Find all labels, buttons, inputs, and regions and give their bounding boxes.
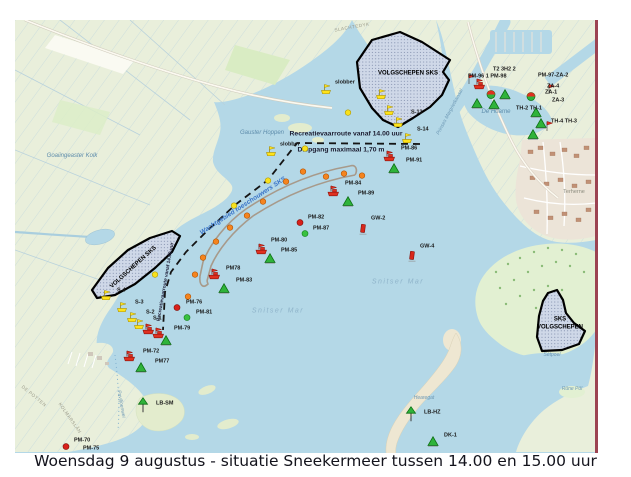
volgschepen-zones: [90, 30, 587, 353]
buildings: [88, 352, 109, 365]
marina-docks: [495, 32, 542, 52]
ferry-path: [114, 354, 120, 431]
green-field: [52, 100, 110, 135]
islet: [288, 123, 312, 133]
kolk-pond: [85, 228, 115, 246]
land-southeast-lower: [516, 338, 596, 452]
islet: [217, 418, 239, 430]
road: [24, 20, 333, 109]
land-west-polder: [15, 20, 352, 354]
islet: [185, 434, 199, 440]
margriet-canal: [423, 20, 511, 166]
islet: [312, 137, 324, 143]
village-buildings: [527, 145, 592, 222]
canal-northeast: [544, 39, 598, 87]
white-field: [45, 35, 135, 74]
village-area: [515, 138, 596, 240]
polder-channel: [15, 230, 93, 239]
spectator-corridor: [199, 164, 358, 287]
marina-docks: [67, 351, 97, 369]
marina-basin: [490, 30, 552, 54]
islet: [274, 114, 290, 122]
recreation-route-dashed: [162, 142, 421, 331]
base-map: [15, 20, 598, 453]
road: [467, 21, 559, 199]
caption: Woensdag 9 augustus - situatie Sneekerme…: [34, 452, 597, 470]
rune-pol-islet: [559, 386, 585, 398]
setpoel-water: [500, 353, 592, 391]
trees: [494, 246, 586, 310]
sand-spit: [385, 332, 462, 453]
green-field: [225, 45, 290, 85]
land-de-potten: [15, 342, 149, 452]
map-border-edge: [595, 20, 598, 453]
islet: [198, 385, 216, 395]
